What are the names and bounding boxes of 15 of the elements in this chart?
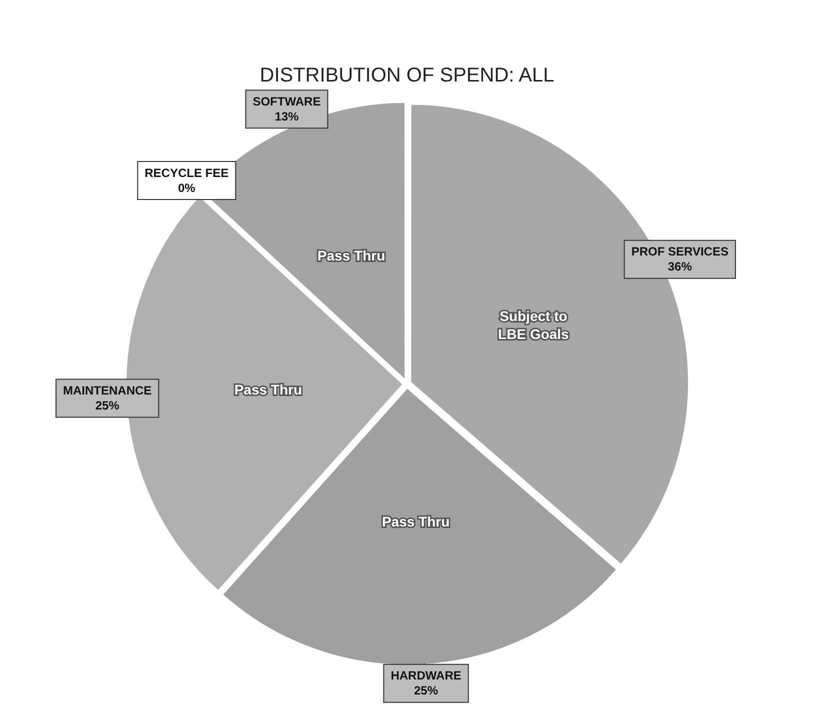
text: Subject to LBE Goals (498, 308, 569, 342)
slice-label: SOFTWARE (252, 94, 321, 108)
data-label: 36% (668, 260, 692, 274)
text: Pass Thru (234, 381, 302, 398)
slice-label: MAINTENANCE (63, 384, 152, 398)
text: Pass Thru (382, 514, 450, 530)
data-label: 25% (95, 398, 120, 413)
data-label: 13% (274, 109, 300, 124)
slice-label: HARDWARE (390, 668, 462, 683)
text: 0% (178, 180, 196, 195)
data-label: 25% (414, 684, 438, 698)
chart-title: DISTRIBUTION OF SPEND: ALL (260, 64, 554, 87)
category-label: RECYCLE FEE (144, 166, 229, 180)
text: Pass Thru (317, 248, 386, 264)
slice-label: PROF SERVICES (631, 244, 728, 259)
